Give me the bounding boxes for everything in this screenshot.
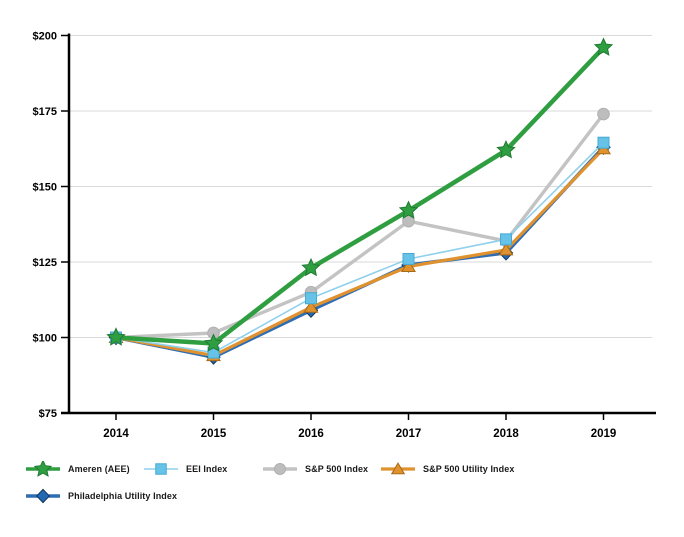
legend-label: EEI Index (186, 464, 228, 474)
series-line-philadelphia-utility-index (114, 145, 606, 359)
series-line-s-p-500-utility-index (114, 147, 606, 358)
triangle-marker-icon (401, 259, 416, 273)
square-marker-icon (305, 292, 317, 305)
legend-swatch-ameren-aee (26, 461, 60, 477)
x-tick-label: 2015 (201, 428, 227, 440)
y-tick-label: $175 (33, 106, 57, 118)
y-tick-label: $125 (33, 257, 57, 269)
series-philadelphia-utility-index (108, 139, 611, 365)
series-ameren-aee (106, 37, 614, 352)
x-tick-label: 2017 (396, 428, 422, 440)
square-marker-icon (500, 233, 512, 246)
plot-area: $75 $100 $125 $150 $175 $200 2014 2015 2016 2017 2… (33, 31, 656, 440)
series-line-eei-index (115, 141, 605, 354)
circle-marker-icon (273, 462, 287, 476)
y-tick-label: $150 (33, 182, 57, 194)
star-marker-icon (106, 327, 126, 346)
legend-item-eei-index: EEI Index (143, 461, 227, 477)
star-marker-icon (33, 461, 53, 477)
series-s-p-500-utility-index (108, 141, 611, 362)
legend-item-philadelphia-utility-index: Philadelphia Utility Index (25, 488, 177, 504)
legend-label: S&P 500 Utility Index (423, 464, 515, 474)
star-marker-icon (203, 333, 224, 352)
legend-item-s-p-500-index: S&P 500 Index (262, 461, 368, 477)
y-tick-label: $200 (33, 31, 57, 43)
x-tick-label: 2016 (298, 428, 324, 440)
triangle-marker-icon (390, 462, 406, 475)
legend-item-ameren-aee: Ameren (AEE) (25, 461, 130, 477)
star-marker-icon (301, 257, 321, 277)
series-line-ameren-aee (113, 45, 606, 346)
star-marker-icon (593, 37, 614, 56)
triangle-marker-icon (498, 242, 514, 256)
star-marker-icon (496, 140, 516, 159)
legend-label: S&P 500 Index (305, 464, 369, 474)
x-tick-label: 2019 (591, 428, 617, 440)
chart-legend: Ameren (AEE) EEI Index S&P 500 Index S&P 50… (0, 452, 684, 537)
legend-swatch-philadelphia-utility-index (26, 488, 60, 504)
x-tick-label: 2018 (493, 428, 519, 440)
legend-swatch-s-p-500-utility-index (381, 462, 415, 475)
legend-swatch-s-p-500-index (263, 462, 297, 476)
legend-label: Philadelphia Utility Index (68, 491, 178, 501)
legend-item-s-p-500-utility-index: S&P 500 Utility Index (380, 461, 514, 477)
legend-swatch-eei-index (144, 463, 178, 475)
series-line-s-p-500-index (114, 112, 606, 340)
circle-marker-icon (597, 107, 610, 121)
square-marker-icon (597, 136, 610, 149)
diamond-marker-icon (36, 488, 50, 504)
y-tick-label: $100 (33, 333, 57, 345)
legend-label: Ameren (AEE) (68, 464, 130, 474)
y-tick-label: $75 (39, 408, 57, 420)
x-tick-label: 2014 (103, 428, 129, 440)
square-marker-icon (155, 463, 167, 475)
star-marker-icon (398, 200, 419, 219)
triangle-marker-icon (303, 300, 319, 313)
series-eei-index (110, 136, 610, 359)
series-s-p-500-index (109, 107, 610, 344)
square-marker-icon (402, 252, 415, 265)
